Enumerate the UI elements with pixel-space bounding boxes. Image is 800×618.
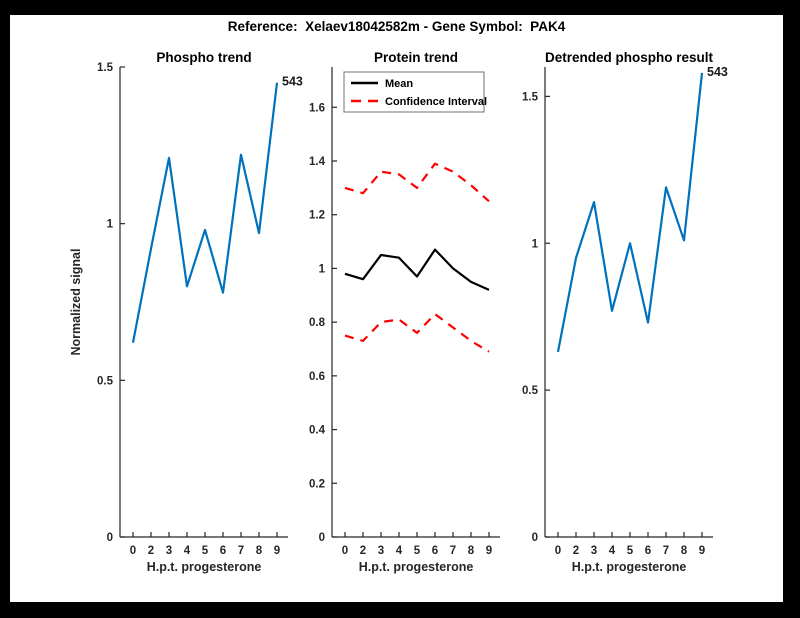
mean-line (344, 248, 490, 291)
x-tick-label: 7 (663, 545, 669, 557)
x-tick-label: 4 (184, 545, 191, 557)
y-tick-label: 0.5 (522, 385, 539, 397)
y-tick-label: 1 (107, 219, 114, 231)
phospho-signal-line (131, 82, 279, 343)
x-tick-label: 5 (414, 545, 421, 557)
y-tick-label: 1.6 (309, 102, 325, 114)
x-tick-label: 3 (166, 545, 172, 557)
y-tick-label: 1 (532, 238, 539, 250)
y-tick-label: 0.8 (309, 317, 326, 329)
x-tick-label: 0 (555, 545, 561, 557)
x-tick-label: 9 (699, 545, 705, 557)
x-tick-label: 4 (396, 545, 403, 557)
x-tick-label: 6 (645, 545, 651, 557)
x-tick-label: 2 (148, 545, 154, 557)
figure-canvas: Reference: Xelaev18042582m - Gene Symbol… (10, 15, 783, 602)
x-tick-label: 9 (274, 545, 280, 557)
legend: Mean Confidence Interval (343, 71, 487, 113)
x-tick-label: 3 (378, 545, 384, 557)
y-tick-label: 1.5 (97, 62, 114, 74)
x-tick-label: 3 (591, 545, 597, 557)
plot-title-phospho: Phospho trend (156, 50, 252, 65)
endpoint-annotation: 543 (282, 75, 303, 89)
confidence-interval-upper-line (344, 162, 490, 203)
y-tick-label: 0.2 (309, 478, 325, 490)
x-tick-label: 2 (573, 545, 579, 557)
y-tick-label: 1.5 (522, 91, 539, 103)
y-tick-label: 0 (107, 532, 113, 544)
confidence-interval-lower-line (344, 313, 490, 353)
y-tick-label: 0 (319, 532, 325, 544)
x-tick-label: 7 (238, 545, 244, 557)
x-tick-label: 2 (360, 545, 366, 557)
protein-trend-plot: 00.20.40.60.811.21.41.60 2 3 4 5 6 7 8 9MeanConf… (309, 67, 500, 557)
x-axis-label-protein: H.p.t. progesterone (358, 560, 474, 574)
x-tick-label: 0 (130, 545, 136, 557)
y-tick-label: 1.2 (309, 210, 325, 222)
endpoint-annotation: 543 (707, 65, 728, 79)
legend-label: Confidence Interval (385, 96, 487, 108)
x-tick-label: 8 (256, 545, 263, 557)
x-axis-label-phospho: H.p.t. progesterone (146, 560, 262, 574)
x-tick-label: 0 (342, 545, 348, 557)
x-tick-label: 7 (450, 545, 456, 557)
subplot-canvas: 00.511.50 2 3 4 5 6 7 8 954300.20.40.60.811.21.4… (97, 62, 728, 557)
y-tick-label: 0.4 (309, 425, 326, 437)
y-tick-label: 1.4 (309, 156, 326, 168)
plot-title-protein: Protein trend (373, 50, 458, 65)
x-tick-label: 5 (627, 545, 634, 557)
x-tick-label: 5 (202, 545, 209, 557)
x-tick-label: 8 (468, 545, 475, 557)
y-tick-label: 0 (532, 532, 538, 544)
x-tick-label: 6 (432, 545, 438, 557)
x-tick-label: 4 (609, 545, 616, 557)
x-tick-label: 6 (220, 545, 226, 557)
plot-title-detrended: Detrended phospho result (544, 50, 713, 65)
detrended-signal-line (556, 72, 704, 353)
x-tick-label: 9 (486, 545, 492, 557)
legend-label: Mean (385, 78, 413, 90)
y-tick-label: 0.6 (309, 371, 325, 383)
figure-title: Reference: Xelaev18042582m - Gene Symbol… (227, 19, 566, 34)
x-tick-label: 8 (681, 545, 688, 557)
y-tick-label: 1 (319, 263, 326, 275)
y-tick-label: 0.5 (97, 375, 114, 387)
x-axis-label-detrended: H.p.t. progesterone (571, 560, 687, 574)
